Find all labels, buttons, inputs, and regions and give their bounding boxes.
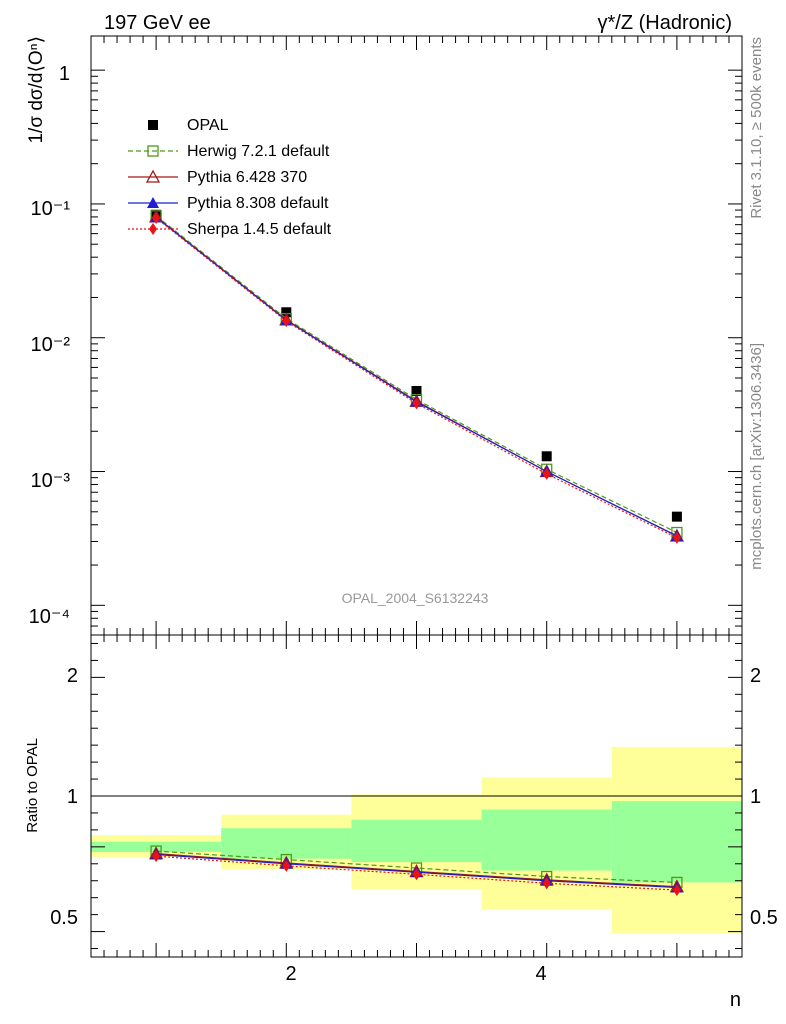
energy-label: 197 GeV ee: [104, 12, 211, 34]
ratio-y-tick-label-0.5: 0.5: [50, 907, 78, 929]
mcplots-reference-label: mcplots.cern.ch [arXiv:1306.3436]: [748, 343, 765, 570]
main-line-sherpa: [155, 217, 678, 539]
axis-ticks: [91, 36, 742, 957]
x-axis-label: n: [730, 989, 741, 1011]
rivet-version-label: Rivet 3.1.10, ≥ 500k events: [748, 37, 765, 219]
legend-label-herwig: Herwig 7.2.1 default: [187, 143, 330, 160]
main-y-tick-label-0.1: 10⁻¹: [31, 198, 71, 220]
main-line-pythia6: [155, 216, 678, 537]
main-y-axis-label: 1/σ dσ/d⟨Oⁿ⟩: [26, 36, 47, 144]
legend-label-opal: OPAL: [187, 117, 229, 134]
ratio-point-sherpa-4: [542, 877, 551, 890]
legend-marker-sherpa: [149, 223, 157, 235]
legend-label-pythia8: Pythia 8.308 default: [187, 195, 329, 212]
main-point-sherpa-1: [152, 212, 161, 225]
main-y-tick-label-0.0001: 10⁻⁴: [29, 606, 70, 628]
legend: OPAL Herwig 7.2.1 default Pythia 6.428 3…: [128, 117, 332, 238]
main-y-tick-label-0.001: 10⁻³: [31, 470, 71, 492]
main-y-tick-label-0.01: 10⁻²: [31, 334, 71, 356]
main-point-opal-3: [411, 385, 422, 396]
ratio-band-inner-4: [481, 809, 612, 871]
ratio-plot-series: [149, 845, 684, 897]
main-point-opal-2: [281, 307, 292, 318]
main-point-sherpa-5: [672, 531, 681, 544]
main-point-sherpa-3: [412, 397, 421, 410]
legend-marker-pythia6: [145, 169, 161, 183]
main-point-opal-5: [671, 511, 682, 522]
ratio-y-axis-label: Ratio to OPAL: [24, 738, 41, 833]
analysis-id-label: OPAL_2004_S6132243: [342, 590, 489, 606]
ratio-y-tick-label-2: 2: [67, 665, 78, 687]
ratio-point-sherpa-5: [672, 884, 681, 897]
legend-label-sherpa: Sherpa 1.4.5 default: [187, 221, 332, 238]
ratio-point-sherpa-2: [282, 859, 291, 872]
ratio-uncertainty-bands: [91, 746, 742, 934]
main-line-herwig: [155, 215, 678, 534]
main-y-tick-label-1: 1: [59, 63, 70, 85]
x-tick-label-2: 2: [285, 963, 296, 985]
ratio-y-tick-label-right-2: 2: [750, 665, 761, 687]
process-label: γ*/Z (Hadronic): [598, 12, 732, 34]
ratio-band-inner-5: [611, 801, 742, 883]
ratio-y-tick-label-right-0.5: 0.5: [750, 907, 778, 929]
ratio-band-inner-3: [351, 819, 482, 863]
ratio-y-tick-label-1: 1: [67, 786, 78, 808]
main-point-opal-4: [541, 451, 552, 462]
main-plot-series: [149, 209, 684, 544]
legend-label-pythia6: Pythia 6.428 370: [187, 169, 307, 186]
ratio-y-tick-label-right-1: 1: [750, 786, 761, 808]
x-tick-label-4: 4: [535, 963, 546, 985]
legend-marker-pythia8: [147, 197, 159, 208]
legend-marker-opal: [148, 120, 158, 130]
ratio-point-sherpa-3: [412, 868, 421, 881]
legend-marker-herwig: [147, 145, 159, 157]
main-point-sherpa-4: [542, 467, 551, 480]
ratio-band-inner-2: [221, 828, 352, 859]
main-line-pythia8: [155, 216, 678, 537]
ratio-point-sherpa-1: [152, 850, 161, 863]
main-point-sherpa-2: [282, 315, 291, 328]
